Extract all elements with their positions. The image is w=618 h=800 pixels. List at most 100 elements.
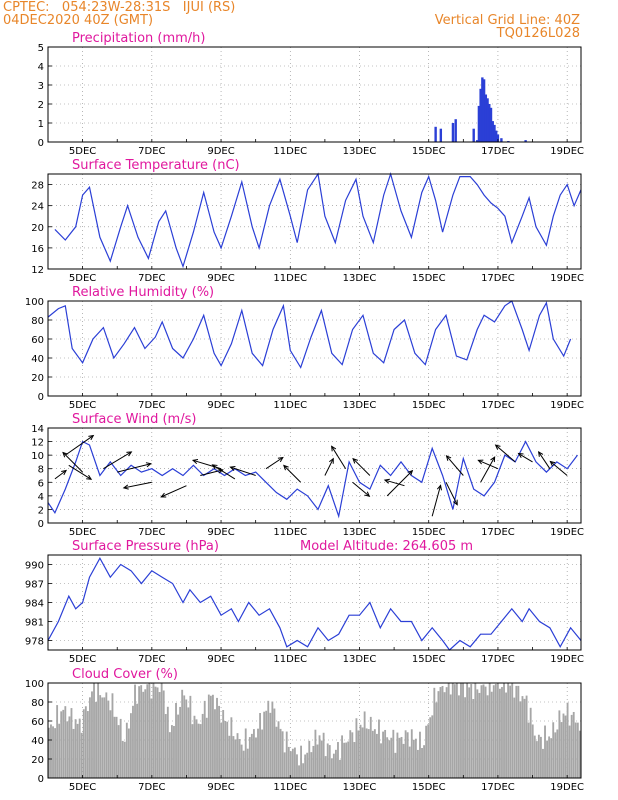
- cloud-bar: [136, 703, 138, 778]
- cloud-bar: [542, 748, 544, 778]
- cloud-bar: [466, 683, 469, 778]
- y-tick-label: 28: [31, 181, 44, 192]
- cloud-bar: [54, 728, 56, 778]
- y-tick-label: 20: [31, 755, 44, 766]
- cloud-bar: [507, 683, 510, 778]
- x-tick-label: 9DEC: [207, 273, 234, 284]
- cloud-bar: [302, 763, 305, 778]
- cloud-bar: [523, 698, 526, 778]
- y-tick-label: 60: [31, 717, 44, 728]
- cloud-bar: [316, 744, 319, 778]
- cloud-bar: [265, 710, 268, 778]
- x-tick-label: 5DEC: [69, 654, 96, 665]
- cloud-bar: [285, 731, 288, 778]
- x-tick-label: 19DEC: [550, 527, 584, 538]
- cloud-bar: [238, 739, 241, 778]
- y-tick-label: 12: [31, 265, 44, 276]
- cloud-bar: [546, 740, 548, 778]
- cloud-bar: [240, 744, 243, 778]
- wind-arrow-shaft: [212, 464, 236, 480]
- cloud-bar: [212, 694, 214, 778]
- cloud-bar: [304, 754, 307, 778]
- cloud-bar: [429, 717, 432, 778]
- cloud-bar: [537, 734, 540, 778]
- y-tick-label: 5: [38, 43, 44, 54]
- cloud-bar: [166, 706, 169, 778]
- wind-arrow-head: [383, 478, 390, 484]
- cloud-bar: [556, 729, 559, 778]
- y-tick-label: 80: [31, 316, 44, 327]
- series-line: [54, 171, 582, 269]
- cloud-bar: [468, 687, 471, 778]
- wind-arrow-head: [160, 492, 167, 498]
- cloud-bar: [72, 728, 75, 778]
- cloud-bar: [50, 724, 52, 778]
- cloud-bar: [548, 736, 551, 778]
- cloud-bar: [78, 718, 81, 778]
- cloud-bar: [89, 697, 91, 778]
- cloud-bar: [357, 730, 360, 778]
- cloud-bar: [226, 721, 229, 778]
- cloud-bar: [115, 716, 118, 778]
- precip-bar: [479, 88, 482, 142]
- cloud-bar: [257, 728, 259, 778]
- y-tick-label: 100: [25, 297, 44, 308]
- cloud-bar: [529, 707, 532, 778]
- cloud-bar: [376, 733, 378, 778]
- cloud-bar: [408, 746, 411, 778]
- cloud-bar: [472, 699, 475, 778]
- cloud-bar: [125, 722, 128, 778]
- cloud-bar: [164, 714, 167, 778]
- cloud-bar: [558, 710, 561, 778]
- cloud-bar: [179, 706, 182, 778]
- cloud-bar: [449, 694, 452, 778]
- cloud-bar: [209, 695, 212, 778]
- cloud-bar: [412, 739, 415, 778]
- cloud-bar: [378, 719, 380, 778]
- cloud-bar: [232, 736, 235, 778]
- cloud-bar: [437, 691, 440, 778]
- series-line: [47, 556, 582, 651]
- cloud-bar: [127, 728, 130, 778]
- cloud-bar: [474, 683, 477, 778]
- cloud-bar: [414, 738, 417, 778]
- cloud-bar: [380, 743, 382, 778]
- wind-arrow-head: [490, 456, 496, 463]
- cloud-bar: [66, 721, 69, 778]
- cloud-bar: [107, 700, 110, 778]
- wind-arrow-head: [145, 462, 152, 468]
- x-tick-label: 15DEC: [412, 782, 446, 793]
- cloud-bar: [335, 749, 337, 778]
- wind-arrow-head: [407, 469, 414, 476]
- wind-arrow-shaft: [495, 444, 516, 463]
- cloud-bar: [324, 756, 327, 778]
- x-tick-label: 5DEC: [69, 146, 96, 157]
- y-tick-label: 2: [38, 100, 44, 111]
- wind-arrow-shaft: [68, 464, 92, 480]
- panel-subtitle: Model Altitude: 264.605 m: [300, 539, 473, 554]
- precip-bar: [524, 140, 527, 142]
- cloud-bar: [398, 737, 401, 778]
- cloud-bar: [367, 729, 370, 778]
- cloud-bar: [431, 715, 434, 778]
- cloud-bar: [445, 687, 448, 778]
- wind-arrow-head: [452, 499, 458, 506]
- cloud-bar: [201, 713, 204, 778]
- cloud-bar: [189, 695, 192, 778]
- x-tick-label: 7DEC: [138, 654, 165, 665]
- x-tick-label: 13DEC: [343, 273, 377, 284]
- x-tick-label: 7DEC: [138, 527, 165, 538]
- cloud-bar: [121, 740, 124, 778]
- cloud-bar: [277, 721, 280, 778]
- cloud-bar: [410, 729, 413, 778]
- cloud-bar: [515, 685, 518, 778]
- cloud-bar: [195, 719, 198, 778]
- y-tick-label: 40: [31, 354, 44, 365]
- precip-bar: [500, 138, 503, 142]
- x-tick-label: 15DEC: [412, 654, 446, 665]
- y-tick-label: 4: [38, 62, 44, 73]
- header-model-id: TQ0126L028: [496, 26, 580, 41]
- plot-frame: [47, 300, 582, 397]
- cloud-bar: [259, 712, 261, 778]
- wind-arrow-shaft: [265, 457, 284, 470]
